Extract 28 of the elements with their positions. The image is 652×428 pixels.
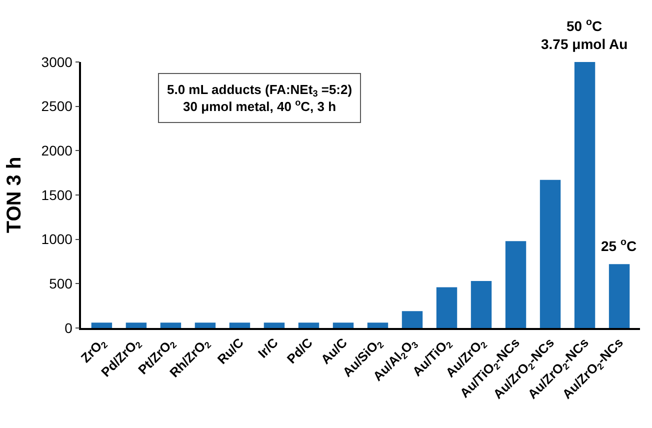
bar: [436, 287, 458, 328]
y-tick-label: 3000: [41, 54, 73, 70]
bar: [264, 322, 285, 328]
y-tick-label: 0: [64, 320, 73, 336]
bar: [402, 311, 423, 328]
bar: [367, 322, 388, 328]
y-tick-label: 2500: [41, 98, 73, 114]
bar: [470, 281, 492, 328]
bar: [505, 241, 526, 328]
y-axis-title: TON 3 h: [3, 156, 26, 234]
bar: [298, 322, 320, 328]
y-tick-label: 1500: [41, 186, 73, 203]
bar: [574, 62, 596, 328]
bar: [540, 180, 561, 328]
bar: [160, 322, 182, 328]
text: 50 $^{o}$C 3.75 μmol Au: [541, 17, 628, 52]
y-tick-label: 2000: [41, 142, 73, 159]
bar: [194, 322, 216, 328]
bar: [91, 322, 112, 328]
annotation: 25 $^{o}$C: [601, 237, 637, 254]
text: 5.0 mL adducts (FA:NEt$_{3}$ =5:2) 30 μmol metal, 40 $^{o}$C, 3 h: [167, 82, 352, 114]
y-tick-label: 1000: [41, 231, 73, 248]
bar: [229, 322, 250, 328]
x-tick-label: Ir/C: [255, 334, 282, 361]
bar: [332, 322, 354, 328]
bar: [126, 322, 147, 328]
bar: [608, 264, 630, 328]
y-tick-label: 500: [49, 276, 73, 292]
